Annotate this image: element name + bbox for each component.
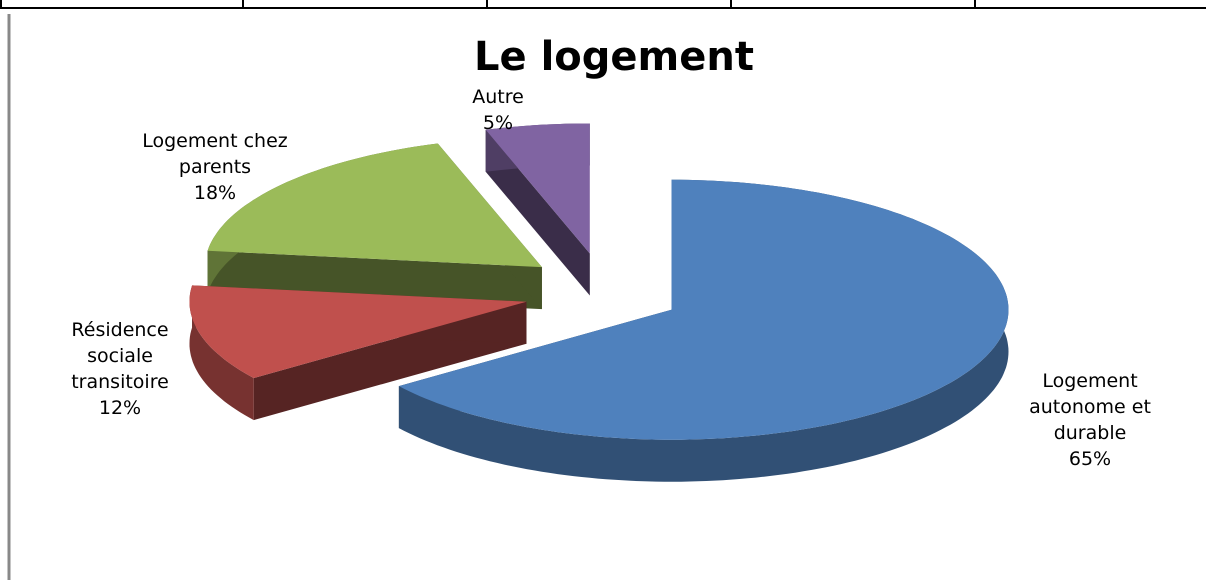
slice — [207, 143, 542, 310]
slice-top — [485, 123, 590, 254]
slice — [398, 179, 1009, 482]
slice-top — [207, 143, 542, 268]
slice — [485, 123, 590, 296]
table-border — [0, 0, 1206, 9]
category-label: Résidence sociale transitoire — [71, 319, 169, 393]
value-label: 5% — [482, 112, 514, 134]
category-label: Autre — [472, 86, 524, 108]
chart-title: Le logement — [474, 34, 754, 80]
category-label: Logement autonome et durable — [1029, 370, 1151, 444]
value-label: 18% — [193, 182, 237, 204]
slice-rim — [398, 179, 1009, 482]
slice-top — [189, 285, 527, 379]
data-label: Résidence sociale transitoire 12% — [60, 317, 180, 421]
value-label: 12% — [98, 397, 142, 419]
data-label: Logement autonome et durable 65% — [1020, 368, 1160, 472]
data-label: Autre 5% — [458, 84, 538, 136]
slice-side — [485, 129, 590, 296]
slice-top — [398, 179, 1009, 440]
data-label: Logement chez parents 18% — [120, 128, 310, 206]
slice — [189, 285, 527, 421]
value-label: 65% — [1068, 448, 1112, 470]
category-label: Logement chez parents — [142, 130, 288, 178]
slice-rim — [189, 285, 254, 421]
